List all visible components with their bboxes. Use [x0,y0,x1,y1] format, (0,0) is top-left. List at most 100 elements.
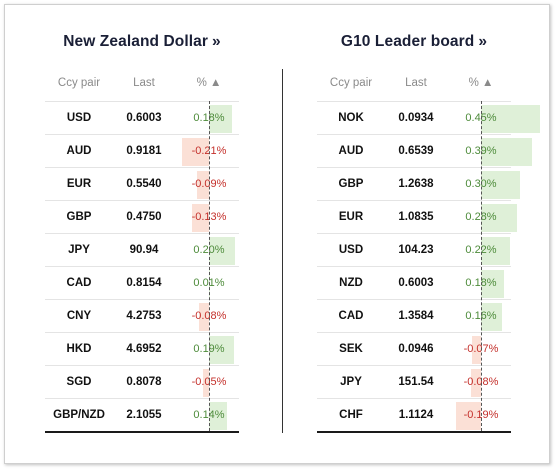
table-row[interactable]: USD 104.23 0.22% [317,233,511,266]
table-row[interactable]: HKD 4.6952 0.19% [45,332,239,365]
positive-change-bar [481,171,520,199]
header-pct-sort[interactable]: % ▲ [468,77,494,89]
header-last: Last [405,77,427,89]
positive-change-bar [481,105,540,133]
positive-change-bar [481,303,502,331]
nzd-panel-title: New Zealand Dollar [63,33,209,50]
pct-change-cell: -0.07% [463,343,499,355]
table-row[interactable]: CHF 1.1124 -0.19% [317,398,511,431]
nzd-panel-title-link[interactable]: New Zealand Dollar» [45,33,239,51]
last-price-cell: 1.2638 [398,178,434,190]
table-row[interactable]: CAD 0.8154 0.01% [45,266,239,299]
ccy-pair-cell[interactable]: NZD [339,277,363,289]
ccy-pair-cell[interactable]: EUR [66,178,92,190]
chevron-right-icon: » [478,33,488,50]
nzd-table-body: USD 0.6003 0.18% AUD 0.9181 -0.21% EUR 0.5540 -0… [45,101,239,431]
header-last: Last [133,77,155,89]
table-row[interactable]: EUR 0.5540 -0.09% [45,167,239,200]
table-row[interactable]: NZD 0.6003 0.18% [317,266,511,299]
ccy-pair-cell[interactable]: CNY [66,310,92,322]
pct-change-cell: 0.01% [193,277,225,289]
last-price-cell: 4.2753 [126,310,162,322]
positive-change-bar [481,138,532,166]
header-pct-sort[interactable]: % ▲ [196,77,222,89]
pct-change-cell: -0.08% [463,376,499,388]
pct-change-cell: -0.21% [191,145,227,157]
table-bottom-rule [45,431,239,433]
pct-change-cell: 0.14% [193,409,225,421]
last-price-cell: 0.9181 [126,145,162,157]
pct-change-cell: 0.45% [465,112,497,124]
ccy-pair-cell[interactable]: JPY [68,244,90,256]
pct-change-cell: -0.13% [191,211,227,223]
pct-change-cell: -0.09% [191,178,227,190]
ccy-pair-cell[interactable]: SEK [339,343,363,355]
table-bottom-rule [317,431,511,433]
chevron-right-icon: » [212,33,221,50]
ccy-pair-cell[interactable]: AUD [338,145,364,157]
g10-panel-title-link[interactable]: G10 Leader board» [317,33,511,51]
header-ccy-pair: Ccy pair [329,77,373,89]
table-row[interactable]: GBP 0.4750 -0.13% [45,200,239,233]
negative-change-bar [471,336,481,364]
pct-change-cell: 0.30% [465,178,497,190]
last-price-cell: 1.0835 [398,211,434,223]
negative-change-bar [198,303,209,331]
ccy-pair-cell[interactable]: EUR [338,211,364,223]
ccy-pair-cell[interactable]: JPY [340,376,362,388]
table-row[interactable]: JPY 90.94 0.20% [45,233,239,266]
positive-change-bar [481,204,518,232]
last-price-cell: 90.94 [129,244,159,256]
last-price-cell: 0.0946 [398,343,434,355]
pct-change-cell: 0.16% [465,310,497,322]
negative-change-bar [192,204,209,232]
ccy-pair-cell[interactable]: GBP/NZD [53,409,105,421]
last-price-cell: 0.0934 [398,112,434,124]
header-ccy-pair: Ccy pair [57,77,101,89]
table-row[interactable]: AUD 0.6539 0.39% [317,134,532,167]
pct-change-cell: 0.20% [193,244,225,256]
ccy-pair-cell[interactable]: CAD [66,277,92,289]
ccy-pair-cell[interactable]: USD [338,244,364,256]
last-price-cell: 0.4750 [126,211,162,223]
last-price-cell: 4.6952 [126,343,162,355]
last-price-cell: 1.3584 [398,310,434,322]
positive-change-bar [209,105,233,133]
last-price-cell: 0.6539 [398,145,434,157]
table-row[interactable]: CAD 1.3584 0.16% [317,299,511,332]
table-row[interactable]: SEK 0.0946 -0.07% [317,332,511,365]
pct-change-cell: 0.18% [465,277,497,289]
negative-change-bar [456,402,481,430]
table-row[interactable]: USD 0.6003 0.18% [45,101,239,134]
last-price-cell: 0.8154 [126,277,162,289]
pct-change-cell: 0.19% [193,343,225,355]
table-row[interactable]: SGD 0.8078 -0.05% [45,365,239,398]
g10-panel-title: G10 Leader board [340,33,475,50]
ccy-pair-cell[interactable]: CHF [339,409,363,421]
last-price-cell: 1.1124 [398,409,434,421]
g10-table-body: NOK 0.0934 0.45% AUD 0.6539 0.39% GBP 1.2638 0.3… [317,101,540,431]
table-row[interactable]: JPY 151.54 -0.08% [317,365,511,398]
ccy-pair-cell[interactable]: CAD [338,310,364,322]
nzd-table-header: Ccy pair Last % ▲ [45,71,239,101]
table-row[interactable]: GBP 1.2638 0.30% [317,167,520,200]
negative-change-bar [470,369,481,397]
table-row[interactable]: NOK 0.0934 0.45% [317,101,540,134]
ccy-pair-cell[interactable]: SGD [66,376,92,388]
last-price-cell: 104.23 [398,244,434,256]
table-row[interactable]: EUR 1.0835 0.28% [317,200,518,233]
ccy-pair-cell[interactable]: AUD [66,145,92,157]
last-price-cell: 0.5540 [126,178,162,190]
ccy-pair-cell[interactable]: GBP [338,178,364,190]
ccy-pair-cell[interactable]: HKD [66,343,92,355]
ccy-pair-cell[interactable]: USD [66,112,92,124]
ccy-pair-cell[interactable]: GBP [66,211,92,223]
last-price-cell: 151.54 [398,376,434,388]
table-row[interactable]: CNY 4.2753 -0.08% [45,299,239,332]
pct-change-cell: -0.19% [463,409,499,421]
last-price-cell: 2.1055 [126,409,162,421]
ccy-pair-cell[interactable]: NOK [338,112,364,124]
table-row[interactable]: GBP/NZD 2.1055 0.14% [45,398,239,431]
table-row[interactable]: AUD 0.9181 -0.21% [45,134,239,167]
positive-change-bar [209,336,234,364]
